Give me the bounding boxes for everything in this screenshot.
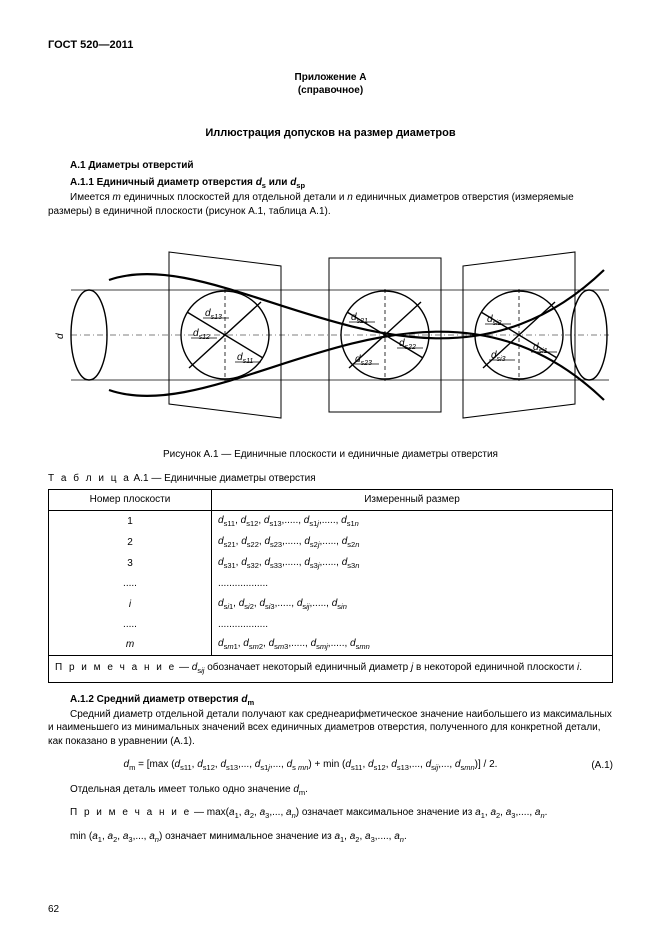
equation-a1-number: (А.1) bbox=[573, 759, 613, 773]
cell-size: ds11, ds12, ds13,....., ds1j,....., ds1n bbox=[212, 510, 613, 532]
svg-text:dsi2: dsi2 bbox=[487, 314, 502, 327]
cell-size: dsm1, dsm2, dsm3,....., dsmj,....., dsmn bbox=[212, 634, 613, 656]
p1-b: единичных плоскостей для отдельной детал… bbox=[121, 192, 347, 203]
table-row: mdsm1, dsm2, dsm3,....., dsmj,....., dsm… bbox=[49, 634, 613, 656]
document-id: ГОСТ 520—2011 bbox=[48, 38, 613, 53]
page: ГОСТ 520—2011 Приложение А (справочное) … bbox=[0, 0, 661, 936]
svg-text:ds21: ds21 bbox=[351, 312, 368, 325]
cell-plane: ..... bbox=[49, 574, 212, 594]
cell-plane: ..... bbox=[49, 615, 212, 635]
heading-a1-1-text: А.1.1 Единичный диаметр отверстия bbox=[70, 177, 256, 188]
table-row: 3ds31, ds32, ds33,....., ds3j,....., ds3… bbox=[49, 553, 613, 574]
cell-size: ds31, ds32, ds33,....., ds3j,....., ds3n bbox=[212, 553, 613, 574]
table-row: 1ds11, ds12, ds13,....., ds1j,....., ds1… bbox=[49, 510, 613, 532]
figure-caption: Рисунок А.1 — Единичные плоскости и един… bbox=[48, 448, 613, 462]
cell-plane: 1 bbox=[49, 510, 212, 532]
table-title-rest: А.1 — Единичные диаметры отверстия bbox=[131, 473, 316, 484]
paragraph-3: Отдельная деталь имеет только одно значе… bbox=[48, 783, 613, 798]
svg-text:dsi3: dsi3 bbox=[491, 350, 506, 363]
heading-a1-2-text: А.1.2 Средний диаметр отверстия bbox=[70, 694, 241, 705]
table-title-prefix: Т а б л и ц а bbox=[48, 473, 131, 484]
equation-a1-row: dm = [max (ds11, ds12, ds13,..., ds1j,..… bbox=[48, 758, 613, 773]
sym-dm-sub: m bbox=[247, 698, 254, 707]
svg-text:ds23: ds23 bbox=[355, 354, 372, 367]
paragraph-2: Средний диаметр отдельной детали получаю… bbox=[48, 708, 613, 749]
svg-text:ds13: ds13 bbox=[205, 308, 222, 321]
table-note: П р и м е ч а н и е — dsij обозначает не… bbox=[49, 656, 613, 682]
equation-a1: dm = [max (ds11, ds12, ds13,..., ds1j,..… bbox=[48, 758, 573, 773]
cell-size: .................. bbox=[212, 574, 613, 594]
p1-m: m bbox=[113, 192, 121, 203]
table-row: idsi1, dsi2, dsi3,....., dsij,....., dsi… bbox=[49, 594, 613, 615]
table-row: 2ds21, ds22, ds23,....., ds2j,....., ds2… bbox=[49, 532, 613, 553]
heading-a1-1: А.1.1 Единичный диаметр отверстия ds или… bbox=[48, 176, 613, 191]
cell-plane: 3 bbox=[49, 553, 212, 574]
figure-a1-svg: d ds11 ds12 ds13 ds21 ds22 ds23 dsi1 dsi… bbox=[49, 228, 612, 442]
paragraph-5: min (a1, a2, a3,..., an) означает минима… bbox=[48, 830, 613, 845]
table-row: ....................... bbox=[49, 615, 613, 635]
main-title: Иллюстрация допусков на размер диаметров bbox=[48, 126, 613, 141]
col-size: Измеренный размер bbox=[212, 490, 613, 511]
svg-text:ds11: ds11 bbox=[237, 352, 253, 365]
table-row: ....................... bbox=[49, 574, 613, 594]
cell-size: dsi1, dsi2, dsi3,....., dsij,....., dsin bbox=[212, 594, 613, 615]
paragraph-4-note: П р и м е ч а н и е — max(a1, a2, a3,...… bbox=[48, 806, 613, 821]
cell-plane: i bbox=[49, 594, 212, 615]
heading-a1-2: А.1.2 Средний диаметр отверстия dm bbox=[48, 693, 613, 708]
svg-text:ds22: ds22 bbox=[399, 338, 416, 351]
p1-a: Имеется bbox=[70, 192, 113, 203]
table-header-row: Номер плоскости Измеренный размер bbox=[49, 490, 613, 511]
appendix-label: Приложение А bbox=[48, 71, 613, 85]
appendix-heading: Приложение А (справочное) bbox=[48, 71, 613, 98]
svg-text:d: d bbox=[55, 333, 66, 339]
figure-a1: d ds11 ds12 ds13 ds21 ds22 ds23 dsi1 dsi… bbox=[49, 228, 612, 442]
heading-a1: А.1 Диаметры отверстий bbox=[48, 159, 613, 173]
cell-size: .................. bbox=[212, 615, 613, 635]
table-note-row: П р и м е ч а н и е — dsij обозначает не… bbox=[49, 656, 613, 682]
col-plane: Номер плоскости bbox=[49, 490, 212, 511]
or-text: или bbox=[266, 177, 290, 188]
table-a1: Номер плоскости Измеренный размер 1ds11,… bbox=[48, 489, 613, 682]
cell-size: ds21, ds22, ds23,....., ds2j,....., ds2n bbox=[212, 532, 613, 553]
svg-text:ds12: ds12 bbox=[193, 328, 210, 341]
cell-plane: m bbox=[49, 634, 212, 656]
appendix-sublabel: (справочное) bbox=[48, 84, 613, 98]
page-number: 62 bbox=[48, 903, 59, 917]
table-title: Т а б л и ц а А.1 — Единичные диаметры о… bbox=[48, 472, 613, 486]
cell-plane: 2 bbox=[49, 532, 212, 553]
sym-dsp-sub: sp bbox=[296, 181, 305, 190]
paragraph-1: Имеется m единичных плоскостей для отдел… bbox=[48, 191, 613, 218]
